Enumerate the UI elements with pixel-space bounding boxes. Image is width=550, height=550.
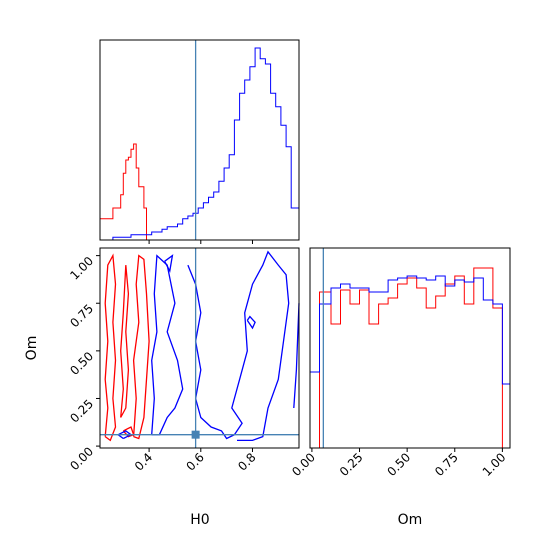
om-tick-label: 0.50 — [67, 349, 96, 378]
contours-blue-line — [187, 250, 290, 442]
om-tick-label: 0.25 — [67, 397, 96, 426]
h0-histogram-ticks — [148, 240, 253, 244]
x-axis-label-h0: H0 — [190, 512, 209, 528]
om-histogram-tick-label: 0.00 — [289, 450, 318, 479]
om-histogram-ticks: 0.00 0.25 0.50 0.75 1.00 — [289, 448, 509, 479]
om-tick-label: 0.00 — [67, 444, 96, 473]
h0-tick-label: 0.6 — [184, 450, 207, 473]
om-histogram-frame — [309, 247, 511, 449]
blue-contours — [116, 250, 300, 442]
contours-blue-line — [151, 254, 184, 436]
contour-frame — [99, 247, 300, 449]
om-blue-histogram — [310, 275, 510, 385]
y-axis-label-om: Om — [24, 336, 40, 361]
h0-tick-label: 0.8 — [235, 450, 258, 473]
red-contours — [104, 253, 150, 442]
om-histogram-tick-label: 0.25 — [337, 450, 366, 479]
h0-tick-label: 0.4 — [132, 450, 155, 473]
om-red-histogram — [310, 267, 510, 449]
truth-marker — [191, 430, 200, 439]
h0-histogram-frame — [99, 39, 300, 241]
contours-blue-line — [164, 254, 174, 273]
contours-blue-line — [293, 303, 300, 409]
contours-red-line — [104, 253, 117, 442]
contours-red-line — [132, 254, 150, 440]
contours-blue-line — [246, 315, 256, 330]
om-histogram-tick-label: 0.50 — [384, 450, 413, 479]
x-axis-label-om: Om — [398, 512, 423, 528]
h0-blue-histogram — [100, 47, 300, 241]
contour-y-ticks: 0.00 0.25 0.50 0.75 1.00 — [67, 254, 100, 473]
om-tick-label: 0.75 — [67, 301, 96, 330]
contours-red-line — [120, 265, 130, 418]
om-histogram-panel: 0.00 0.25 0.50 0.75 1.00 — [289, 247, 511, 479]
om-histogram-tick-label: 0.75 — [432, 450, 461, 479]
contour-panel: 0.4 0.6 0.8 0.00 0.25 0.50 0.75 1.00 — [67, 247, 300, 474]
h0-red-histogram — [100, 143, 147, 240]
h0-histogram-panel — [99, 39, 300, 244]
contours-blue-line — [116, 430, 133, 440]
om-histogram-tick-label: 1.00 — [480, 450, 509, 479]
contour-x-ticks: 0.4 0.6 0.8 — [132, 448, 259, 474]
om-tick-label: 1.00 — [67, 254, 96, 283]
